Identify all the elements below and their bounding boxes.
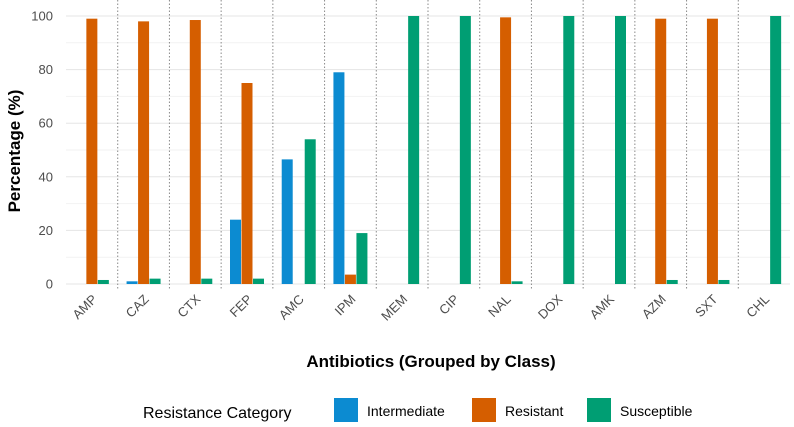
legend-key-intermediate xyxy=(334,398,358,422)
bar-resistant-fep xyxy=(241,83,253,284)
bar-resistant-azm xyxy=(655,18,667,285)
bar-intermediate-amc xyxy=(281,159,293,284)
x-tick-label: CIP xyxy=(436,292,462,318)
y-axis-title: Percentage (%) xyxy=(5,90,24,213)
bar-resistant-sxt xyxy=(706,18,718,285)
bar-susceptible-sxt xyxy=(718,279,730,284)
y-tick-label: 0 xyxy=(46,277,53,292)
legend-key-susceptible xyxy=(587,398,611,422)
grid-layer xyxy=(66,0,790,290)
y-tick-label: 60 xyxy=(39,116,53,131)
bar-susceptible-amp xyxy=(97,279,109,284)
bar-resistant-amp xyxy=(86,18,98,285)
bar-susceptible-mem xyxy=(408,16,420,284)
bar-susceptible-ipm xyxy=(356,233,368,284)
y-tick-label: 80 xyxy=(39,62,53,77)
bar-susceptible-chl xyxy=(770,16,782,284)
bar-susceptible-cip xyxy=(459,16,471,284)
x-tick-label: IPM xyxy=(332,292,359,319)
bar-resistant-ipm xyxy=(344,274,356,284)
x-tick-label: AMC xyxy=(276,292,307,323)
legend-key-resistant xyxy=(472,398,496,422)
bar-intermediate-fep xyxy=(230,219,241,284)
bar-susceptible-caz xyxy=(149,278,161,284)
bar-susceptible-fep xyxy=(253,278,264,284)
bars-layer xyxy=(86,16,782,285)
legend-label-resistant: Resistant xyxy=(505,403,563,419)
bar-susceptible-dox xyxy=(563,16,575,284)
bar-intermediate-caz xyxy=(126,281,138,284)
y-tick-label: 20 xyxy=(39,223,53,238)
legend-label-intermediate: Intermediate xyxy=(367,403,445,419)
x-tick-label: CTX xyxy=(174,291,203,320)
bar-susceptible-amc xyxy=(304,139,316,284)
y-tick-label: 100 xyxy=(31,9,53,24)
legend-items: Intermediate Resistant Susceptible xyxy=(334,398,693,422)
x-tick-label: CHL xyxy=(743,292,772,321)
bar-susceptible-azm xyxy=(666,279,678,284)
x-axis-title: Antibiotics (Grouped by Class) xyxy=(306,352,555,371)
x-tick-label: NAL xyxy=(485,292,513,320)
bar-resistant-nal xyxy=(500,17,512,285)
bar-resistant-ctx xyxy=(189,20,201,285)
bar-intermediate-ipm xyxy=(333,72,345,284)
bar-susceptible-amk xyxy=(615,16,626,284)
x-tick-label: AMP xyxy=(69,292,100,323)
x-tick-label: SXT xyxy=(692,291,721,320)
x-tick-label: FEP xyxy=(227,292,255,320)
x-tick-label: AZM xyxy=(639,292,669,322)
x-tick-label: MEM xyxy=(378,292,410,324)
bar-susceptible-ctx xyxy=(201,278,213,284)
x-tick-label: DOX xyxy=(535,291,566,322)
y-tick-label: 40 xyxy=(39,169,53,184)
legend-title: Resistance Category xyxy=(143,405,292,422)
legend: Resistance Category Intermediate Resistan… xyxy=(143,398,693,422)
legend-label-susceptible: Susceptible xyxy=(620,403,693,419)
x-tick-label: CAZ xyxy=(123,291,152,320)
x-tick-label: AMK xyxy=(587,291,618,322)
bar-susceptible-nal xyxy=(511,281,523,284)
bar-resistant-caz xyxy=(138,21,150,285)
